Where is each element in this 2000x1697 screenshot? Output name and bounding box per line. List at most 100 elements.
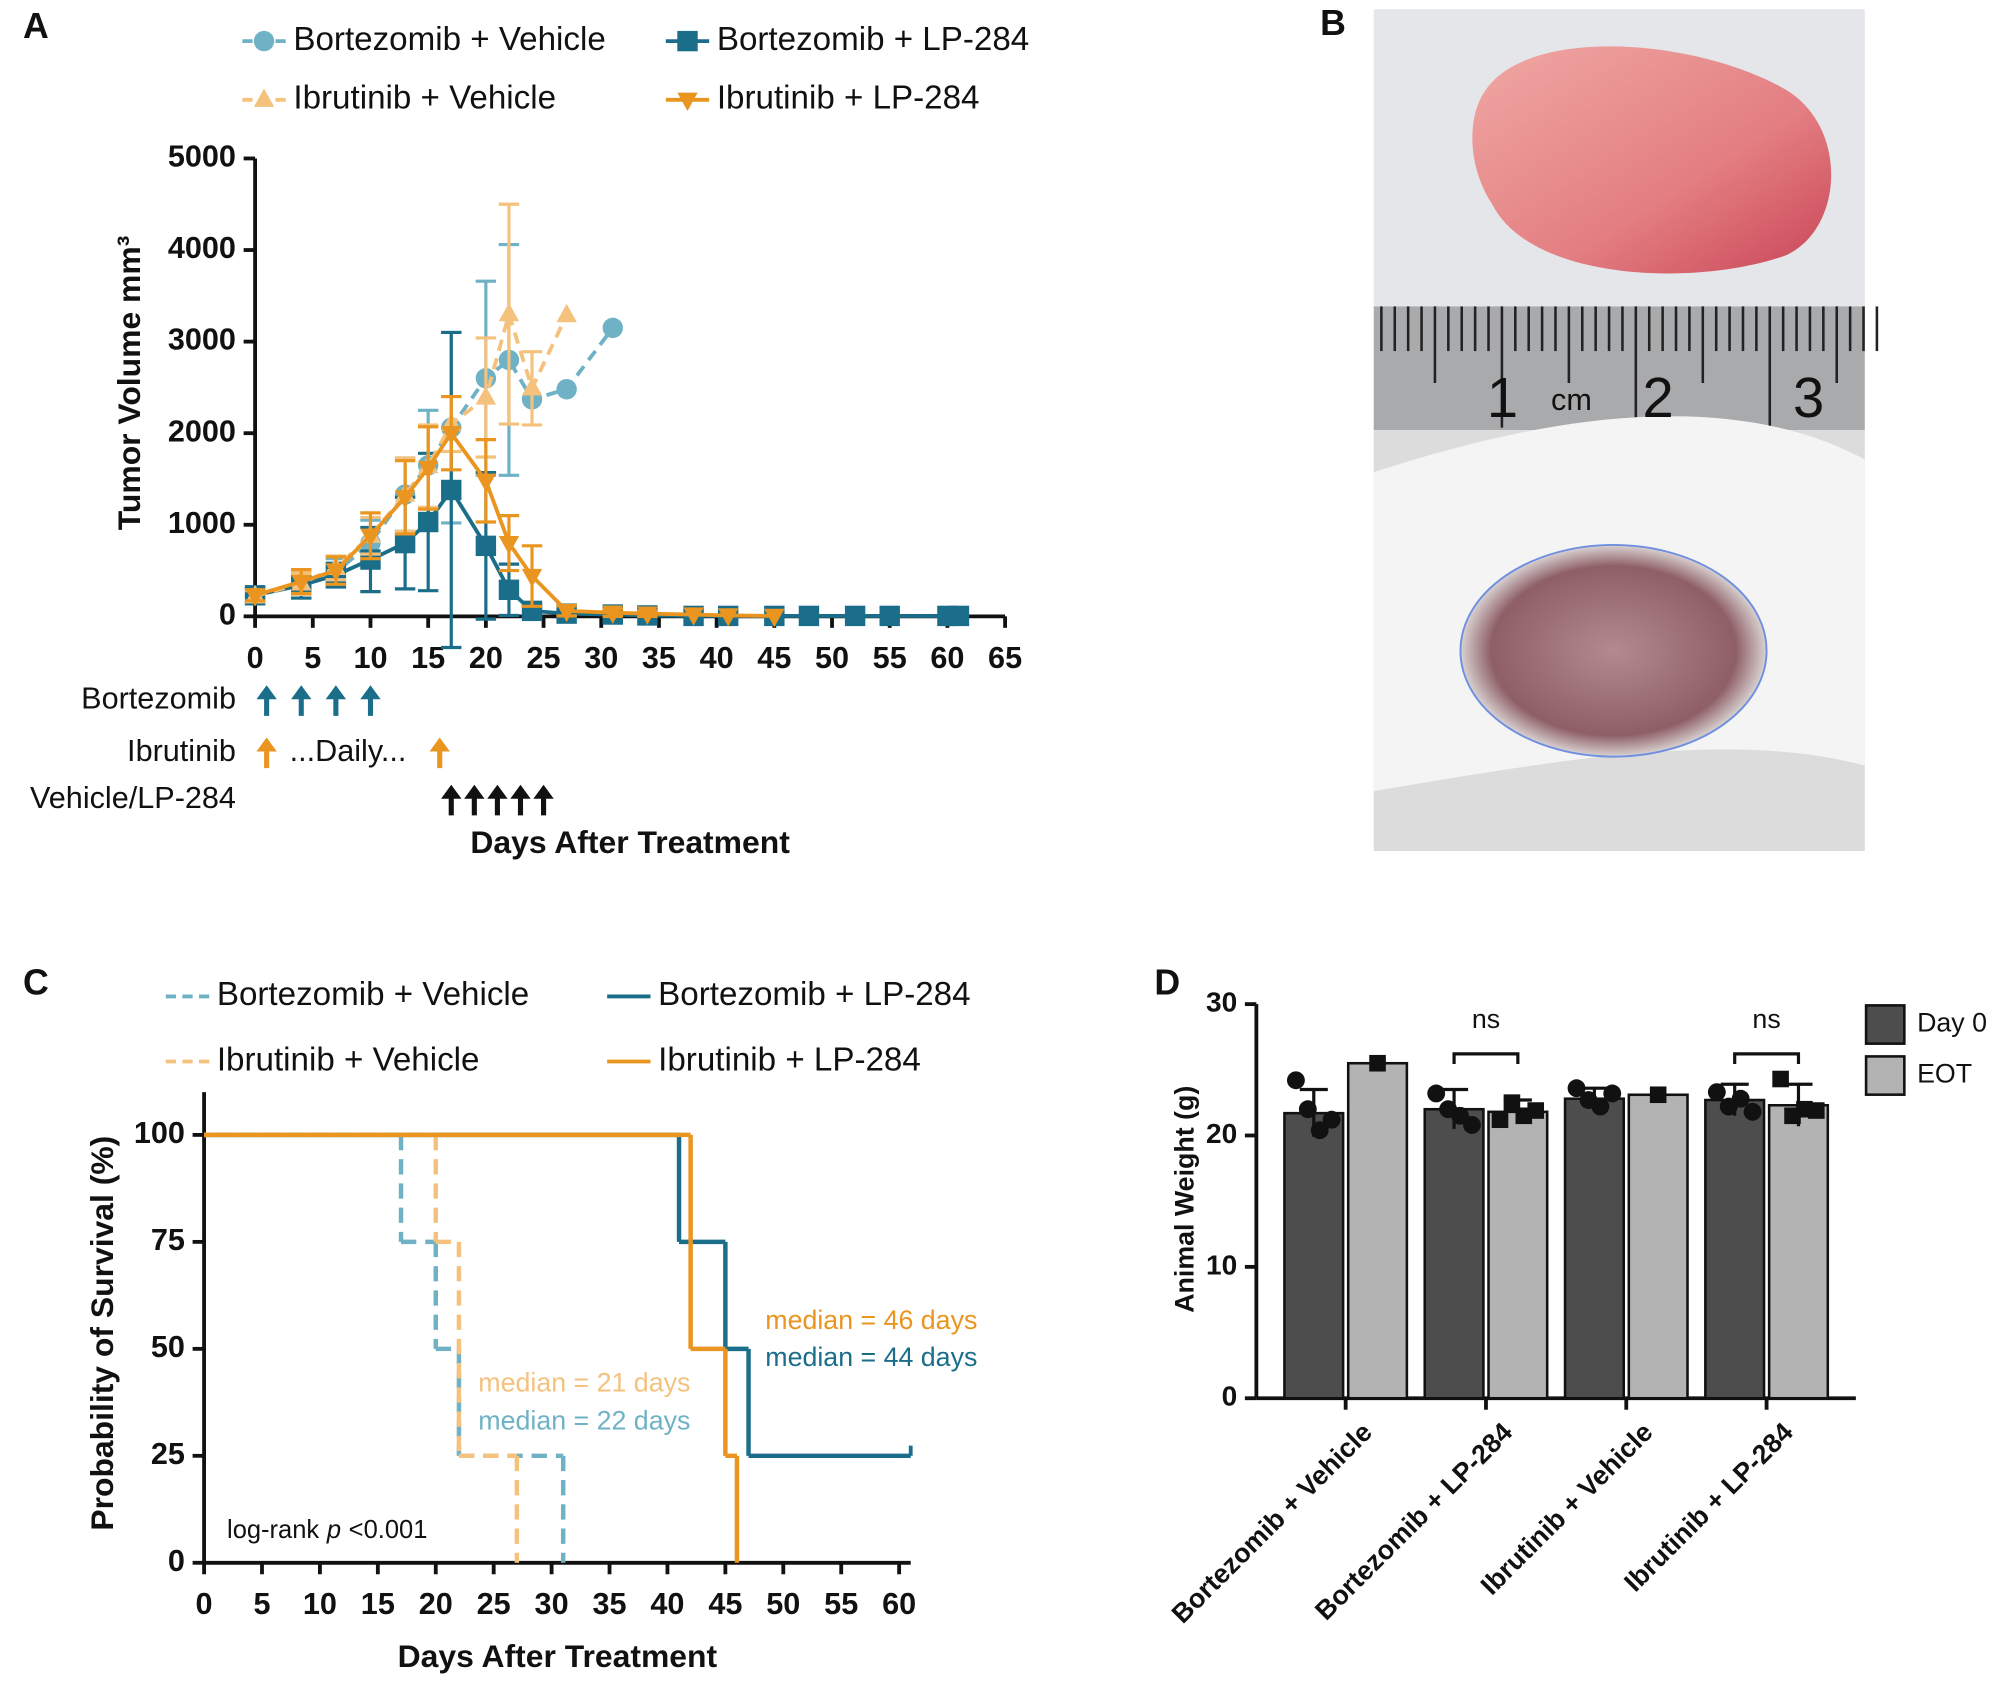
median-annotation: median = 21 days: [478, 1367, 690, 1397]
x-tick-label: 5: [253, 1587, 270, 1621]
bar: [1627, 1093, 1689, 1400]
x-tick-label: 0: [196, 1587, 213, 1621]
panel-label: D: [1154, 962, 1180, 1002]
x-tick-label: 50: [766, 1587, 800, 1621]
legend-label: Ibrutinib + Vehicle: [293, 80, 556, 117]
legend-label: EOT: [1917, 1059, 1972, 1089]
ruler-label: 2: [1643, 366, 1674, 429]
bar: [1423, 1107, 1485, 1400]
y-tick-label: 100: [134, 1116, 185, 1150]
data-point: [498, 302, 520, 322]
legend-label: Bortezomib + Vehicle: [293, 21, 605, 58]
x-tick-label: 35: [592, 1587, 626, 1621]
legend-label: Bortezomib + LP-284: [717, 21, 1029, 58]
tumor-outline: [1459, 543, 1768, 758]
x-tick-label: 25: [527, 641, 561, 675]
y-tick-label: 1000: [168, 506, 236, 540]
data-point: [394, 490, 416, 509]
x-tick-label: 60: [930, 641, 964, 675]
ruler-label: 1: [1487, 366, 1518, 429]
x-tick-label: 15: [361, 1587, 395, 1621]
x-tick-label: 0: [247, 641, 264, 675]
data-point: [1649, 1086, 1667, 1104]
data-point: [244, 588, 266, 607]
data-point: [1310, 1121, 1329, 1140]
significance-bracket: [1733, 1052, 1801, 1065]
legend-label: Ibrutinib + Vehicle: [217, 1041, 480, 1078]
x-tick-label: 40: [650, 1587, 684, 1621]
ruler-ticks: [1380, 306, 1879, 428]
legend-label: Bortezomib + LP-284: [658, 976, 970, 1013]
data-point: [1369, 1054, 1386, 1072]
median-annotation: median = 46 days: [765, 1305, 977, 1335]
data-point: [1322, 1110, 1341, 1129]
legend-swatch: [1864, 1004, 1906, 1045]
data-point: [360, 528, 381, 547]
log-rank-symbol: p: [326, 1516, 341, 1544]
panel-label: C: [23, 962, 49, 1002]
data-point: [798, 605, 820, 627]
data-point: [556, 303, 577, 323]
log-rank-label: log-rank p <0.001: [227, 1516, 427, 1544]
x-tick-label: 30: [535, 1587, 569, 1621]
legend-marker: [253, 30, 275, 52]
data-point: [764, 608, 785, 628]
dose-arrow: [464, 784, 485, 816]
x-tick-label: 20: [419, 1587, 453, 1621]
legend-marker: [677, 30, 698, 52]
log-rank-prefix: log-rank: [227, 1516, 319, 1544]
data-point: [521, 377, 543, 396]
data-point: [1427, 1084, 1446, 1103]
x-tick-label: 60: [882, 1587, 916, 1621]
legend-label: Day 0: [1917, 1008, 1987, 1038]
schedule-label: Vehicle/LP-284: [30, 781, 236, 815]
y-tick-label: 30: [1206, 987, 1237, 1018]
data-point: [417, 511, 439, 533]
data-point: [1527, 1102, 1545, 1119]
series-line: [254, 429, 775, 618]
y-tick-label: 75: [151, 1223, 185, 1257]
data-point: [1491, 1111, 1509, 1129]
data-point: [1463, 1116, 1481, 1134]
data-point: [602, 605, 623, 624]
x-axis-label: Days After Treatment: [398, 1638, 718, 1674]
y-axis-label: Tumor Volume mm³: [111, 236, 147, 531]
data-point: [498, 535, 520, 555]
x-tick-label: 45: [757, 641, 791, 675]
data-point: [602, 317, 623, 339]
ruler-label: 3: [1793, 366, 1824, 429]
schedule-label: Ibrutinib: [127, 734, 236, 768]
x-tick-label: 50: [815, 641, 849, 675]
data-point: [556, 603, 577, 623]
data-point: [1772, 1070, 1789, 1088]
legend-swatch: [1864, 1055, 1906, 1096]
x-tick-label: 45: [708, 1587, 742, 1621]
panel-label: A: [23, 6, 49, 46]
data-point: [844, 605, 866, 627]
data-point: [521, 568, 543, 588]
bar: [1704, 1098, 1766, 1400]
dose-arrow: [487, 784, 508, 816]
data-point: [1286, 1071, 1305, 1090]
data-point: [1743, 1102, 1762, 1121]
data-point: [498, 579, 520, 601]
dose-arrow: [256, 685, 277, 716]
dose-arrow: [256, 737, 277, 769]
data-point: [475, 386, 497, 405]
data-point: [325, 563, 347, 582]
dose-arrow: [291, 685, 312, 716]
panel-label: B: [1320, 3, 1346, 43]
x-tick-label: 15: [411, 641, 445, 675]
data-point: [417, 460, 439, 480]
x-tick-label: 30: [584, 641, 618, 675]
bar: [1767, 1103, 1830, 1400]
median-annotation: median = 44 days: [765, 1342, 977, 1372]
data-point: [1567, 1079, 1586, 1098]
y-tick-label: 50: [151, 1330, 185, 1364]
dose-arrow: [325, 685, 347, 716]
legend-label: Ibrutinib + LP-284: [717, 80, 980, 117]
x-tick-label: 65: [988, 641, 1022, 675]
y-tick-label: 0: [219, 597, 236, 631]
y-tick-label: 0: [168, 1544, 185, 1578]
